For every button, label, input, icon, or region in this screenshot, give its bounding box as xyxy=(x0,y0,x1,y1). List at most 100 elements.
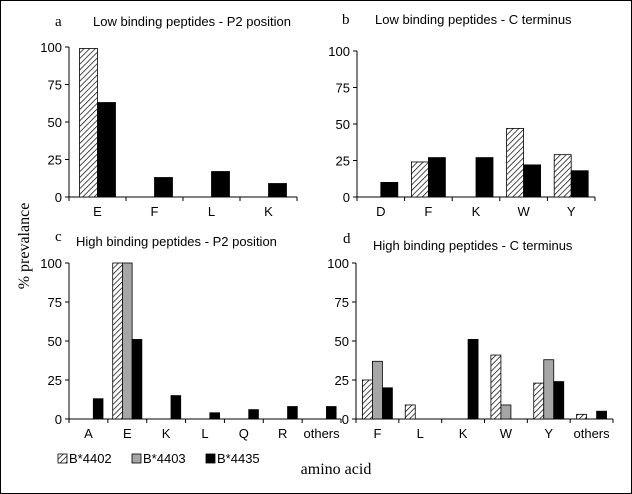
bar-B4402-W xyxy=(506,127,525,198)
panels: a Low binding peptides - P2 position 0 25 50… xyxy=(40,12,614,441)
x-tick-label: K xyxy=(472,204,481,219)
panel-c: c High binding peptides - P2 position 0 25 5… xyxy=(40,229,342,441)
bar-B4402-F xyxy=(362,379,373,420)
y-tick-label: 75 xyxy=(335,295,349,310)
x-tick-label: others xyxy=(304,426,341,441)
panel-title: High binding peptides - P2 position xyxy=(76,234,277,249)
bar-B4435-R xyxy=(287,406,298,420)
bar-B4402-F xyxy=(410,161,429,198)
legend-swatch xyxy=(57,453,68,464)
bar-B4435-A xyxy=(92,398,104,420)
y-tick-label: 100 xyxy=(40,256,62,271)
bar-B4402-Y xyxy=(533,382,545,420)
y-tick-label: 25 xyxy=(48,153,62,168)
x-axis-label: amino acid xyxy=(301,461,372,478)
bar-B4435-W xyxy=(523,164,541,198)
x-tick-label: A xyxy=(84,426,93,441)
bar-B4435-Y xyxy=(570,170,589,198)
panel-letter: a xyxy=(55,14,62,30)
x-tick-label: W xyxy=(517,204,530,219)
bar-B4402-E xyxy=(79,48,98,198)
legend-label: B*4403 xyxy=(143,451,186,466)
panel-letter: c xyxy=(55,229,62,245)
x-tick-label: K xyxy=(459,426,468,441)
bar-B4403-W xyxy=(500,404,512,420)
panel-title: High binding peptides - C terminus xyxy=(373,238,573,253)
y-axis-label: % prevalance xyxy=(16,203,33,290)
bar-B4435-Q xyxy=(248,409,259,420)
y-tick-label: 50 xyxy=(48,115,62,130)
y-tick-label: 100 xyxy=(40,40,62,55)
bar-B4435-F xyxy=(382,387,393,420)
x-tick-label: E xyxy=(123,426,132,441)
bar-B4435-others xyxy=(596,410,607,420)
y-tick-label: 75 xyxy=(336,81,350,96)
panel-title: Low binding peptides - C terminus xyxy=(375,12,572,27)
y-tick-label: 75 xyxy=(48,78,62,93)
bar-B4435-F xyxy=(427,157,446,198)
x-tick-label: R xyxy=(278,426,287,441)
x-tick-label: F xyxy=(151,204,159,219)
bar-B4435-E xyxy=(97,102,116,198)
x-tick-label: K xyxy=(264,204,273,219)
x-tick-label: K xyxy=(162,426,171,441)
bar-B4435-K xyxy=(268,183,287,198)
bar-B4435-K xyxy=(467,339,479,420)
x-tick-label: W xyxy=(500,426,513,441)
panel-d: d High binding peptides - C terminus 0 25 50… xyxy=(327,231,614,441)
panel-letter: d xyxy=(343,231,351,247)
bar-B4402-E xyxy=(112,262,123,420)
legend-item: B*4403 xyxy=(131,451,186,466)
y-tick-label: 0 xyxy=(342,412,349,427)
bar-B4403-E xyxy=(122,262,133,420)
legend-label: B*4402 xyxy=(69,451,112,466)
bar-B4435-L xyxy=(211,171,230,198)
y-tick-label: 75 xyxy=(48,295,62,310)
x-tick-label: Q xyxy=(239,426,249,441)
panel-b: b Low binding peptides - C terminus 0 25 50 7… xyxy=(328,12,596,219)
y-tick-label: 25 xyxy=(336,154,350,169)
bar-B4435-F xyxy=(154,177,173,198)
y-tick-label: 100 xyxy=(328,44,350,59)
x-tick-label: F xyxy=(424,204,432,219)
panel-letter: b xyxy=(342,12,350,28)
bar-B4403-Y xyxy=(543,359,555,420)
legend-item: B*4402 xyxy=(57,451,112,466)
legend-label: B*4435 xyxy=(217,451,260,466)
x-tick-label: Y xyxy=(567,204,576,219)
legend-item: B*4435 xyxy=(205,451,260,466)
bar-B4435-D xyxy=(380,181,399,198)
bar-B4435-Y xyxy=(553,381,565,420)
x-tick-label: E xyxy=(93,204,102,219)
legend-swatch xyxy=(131,453,142,464)
y-tick-label: 25 xyxy=(335,373,349,388)
y-tick-label: 100 xyxy=(327,256,349,271)
y-tick-label: 50 xyxy=(336,117,350,132)
bar-B4402-others xyxy=(576,413,587,420)
y-tick-label: 0 xyxy=(55,190,62,205)
bar-B4402-Y xyxy=(553,154,572,198)
x-tick-label: L xyxy=(201,426,208,441)
bar-B4435-others xyxy=(326,406,337,420)
y-tick-label: 25 xyxy=(48,373,62,388)
bar-B4403-F xyxy=(372,360,383,420)
panel-title: Low binding peptides - P2 position xyxy=(93,14,291,29)
bar-B4435-K xyxy=(475,157,494,198)
legend-swatch xyxy=(205,453,216,464)
x-tick-label: D xyxy=(376,204,385,219)
bar-B4435-L xyxy=(209,412,220,420)
x-tick-label: F xyxy=(373,426,381,441)
x-tick-label: L xyxy=(417,426,424,441)
bar-B4402-W xyxy=(490,354,502,420)
y-tick-label: 50 xyxy=(335,334,349,349)
panel-a: a Low binding peptides - P2 position 0 25 50… xyxy=(40,14,298,219)
y-tick-label: 0 xyxy=(343,190,350,205)
bar-B4402-L xyxy=(404,404,416,420)
x-tick-label: Y xyxy=(544,426,553,441)
bar-B4435-E xyxy=(131,339,143,420)
y-tick-label: 50 xyxy=(48,334,62,349)
x-tick-label: L xyxy=(208,204,215,219)
x-tick-label: others xyxy=(574,426,611,441)
